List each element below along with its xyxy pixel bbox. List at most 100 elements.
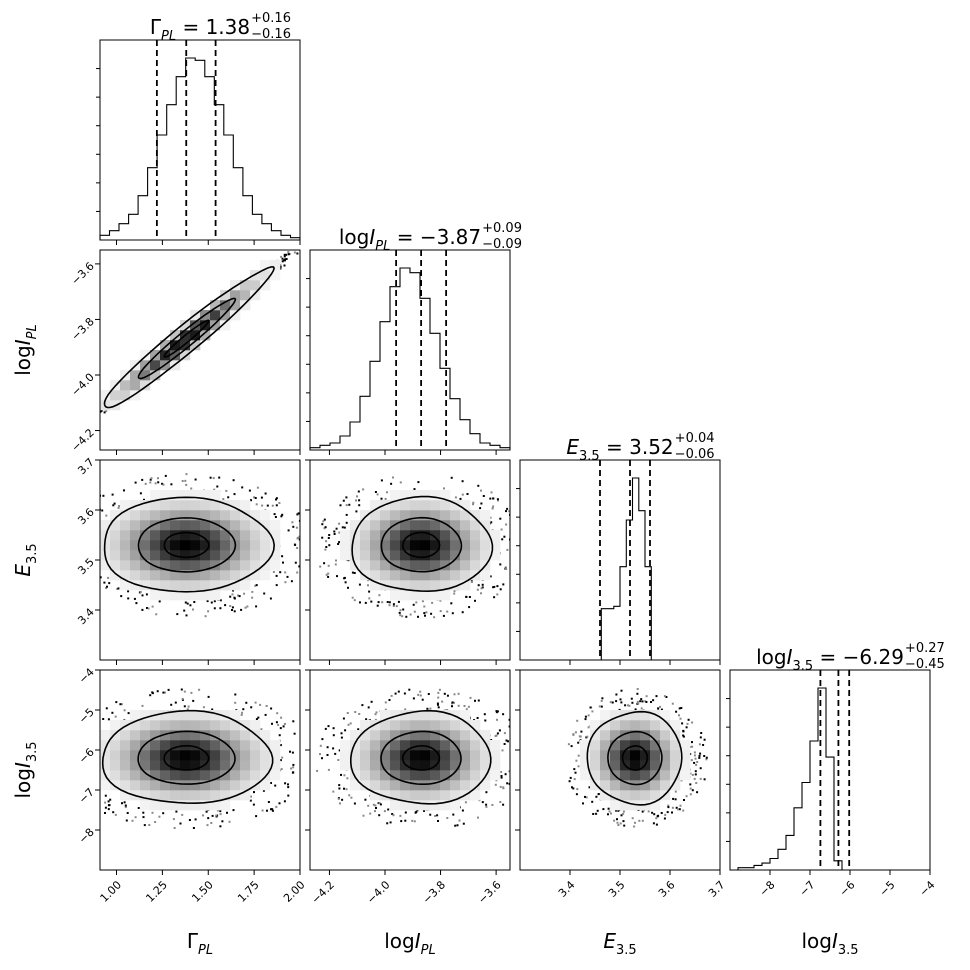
line-layer — [95, 39, 931, 875]
scatter-point — [272, 571, 275, 573]
scatter-point — [155, 613, 158, 616]
scatter-point — [508, 725, 510, 728]
scatter-point — [347, 723, 350, 726]
scatter-point — [246, 605, 249, 608]
scatter-point — [137, 807, 140, 809]
scatter-point — [640, 698, 643, 701]
scatter-point — [296, 547, 299, 549]
density-cell — [450, 720, 461, 731]
density-cell — [390, 730, 401, 741]
scatter-point — [421, 698, 424, 701]
scatter-point — [245, 701, 248, 704]
density-cell — [150, 370, 161, 381]
scatter-point — [181, 480, 184, 482]
scatter-point — [304, 241, 306, 243]
scatter-point — [695, 782, 698, 784]
density-cell — [230, 760, 241, 771]
scatter-point — [399, 614, 402, 617]
scatter-point — [161, 482, 164, 485]
density-cell — [120, 780, 131, 791]
scatter-point — [204, 615, 207, 618]
density-cell — [160, 340, 171, 351]
scatter-point — [500, 771, 502, 773]
density-cell — [260, 560, 271, 571]
scatter-point — [305, 751, 307, 753]
scatter-point — [79, 737, 81, 739]
density-cell — [190, 710, 201, 721]
title-plus-gamma: +0.16 — [251, 11, 291, 26]
scatter-point — [522, 523, 524, 525]
scatter-point — [368, 597, 371, 600]
density-cell — [390, 550, 401, 561]
scatter-point — [141, 704, 144, 707]
scatter-point — [250, 795, 252, 798]
density-cell — [220, 290, 231, 301]
x-tick-label: 1.25 — [143, 878, 170, 905]
scatter-point — [215, 814, 218, 817]
scatter-point — [368, 590, 371, 593]
scatter-point — [256, 486, 259, 489]
density-cell — [190, 490, 201, 501]
scatter-point — [345, 496, 348, 499]
scatter-point — [68, 564, 70, 566]
scatter-point — [303, 569, 305, 571]
scatter-point — [492, 505, 495, 508]
scatter-point — [700, 732, 703, 734]
scatter-point — [273, 513, 276, 516]
scatter-point — [397, 600, 400, 603]
density-cell — [210, 570, 221, 581]
scatter-point — [351, 596, 354, 599]
density-cell — [630, 750, 641, 761]
density-cell — [470, 540, 481, 551]
density-cell — [430, 750, 441, 761]
scatter-point — [505, 568, 508, 570]
scatter-point — [434, 815, 437, 817]
density-cell — [150, 750, 161, 761]
scatter-point — [523, 526, 525, 528]
scatter-point — [327, 537, 330, 539]
density-cell — [190, 320, 201, 331]
density-cell — [390, 800, 401, 811]
density-cell — [360, 760, 371, 771]
scatter-point — [400, 820, 403, 823]
scatter-point — [234, 693, 237, 696]
scatter-point — [699, 767, 702, 770]
density-cell — [210, 550, 221, 561]
density-cell — [100, 730, 111, 741]
scatter-point — [691, 721, 694, 724]
density-cell — [100, 780, 111, 791]
scatter-point — [346, 777, 349, 780]
scatter-point — [284, 258, 286, 261]
scatter-point — [94, 761, 96, 763]
scatter-point — [162, 812, 165, 815]
scatter-point — [652, 822, 655, 825]
density-cell — [470, 720, 481, 731]
scatter-point — [573, 768, 576, 771]
scatter-point — [443, 692, 446, 695]
density-cell — [180, 790, 191, 801]
density-cell — [270, 560, 281, 571]
scatter-point — [151, 692, 154, 695]
scatter-point — [275, 574, 278, 577]
density-cell — [190, 500, 201, 511]
scatter-point — [164, 474, 167, 477]
scatter-point — [104, 806, 107, 809]
scatter-point — [506, 782, 509, 785]
scatter-point — [573, 778, 576, 781]
scatter-point — [499, 517, 502, 520]
scatter-point — [303, 767, 305, 769]
density-cell — [360, 730, 371, 741]
scatter-point — [127, 597, 130, 600]
scatter-point — [290, 580, 293, 583]
density-cell — [360, 520, 371, 531]
density-cell — [180, 730, 191, 741]
scatter-point — [87, 726, 89, 728]
density-cell — [460, 720, 471, 731]
scatter-point — [485, 805, 488, 808]
scatter-point — [180, 688, 183, 691]
density-cell — [180, 710, 191, 721]
density-cell — [410, 590, 421, 601]
scatter-point — [266, 504, 269, 507]
scatter-point — [192, 827, 195, 829]
density-cell — [230, 530, 241, 541]
